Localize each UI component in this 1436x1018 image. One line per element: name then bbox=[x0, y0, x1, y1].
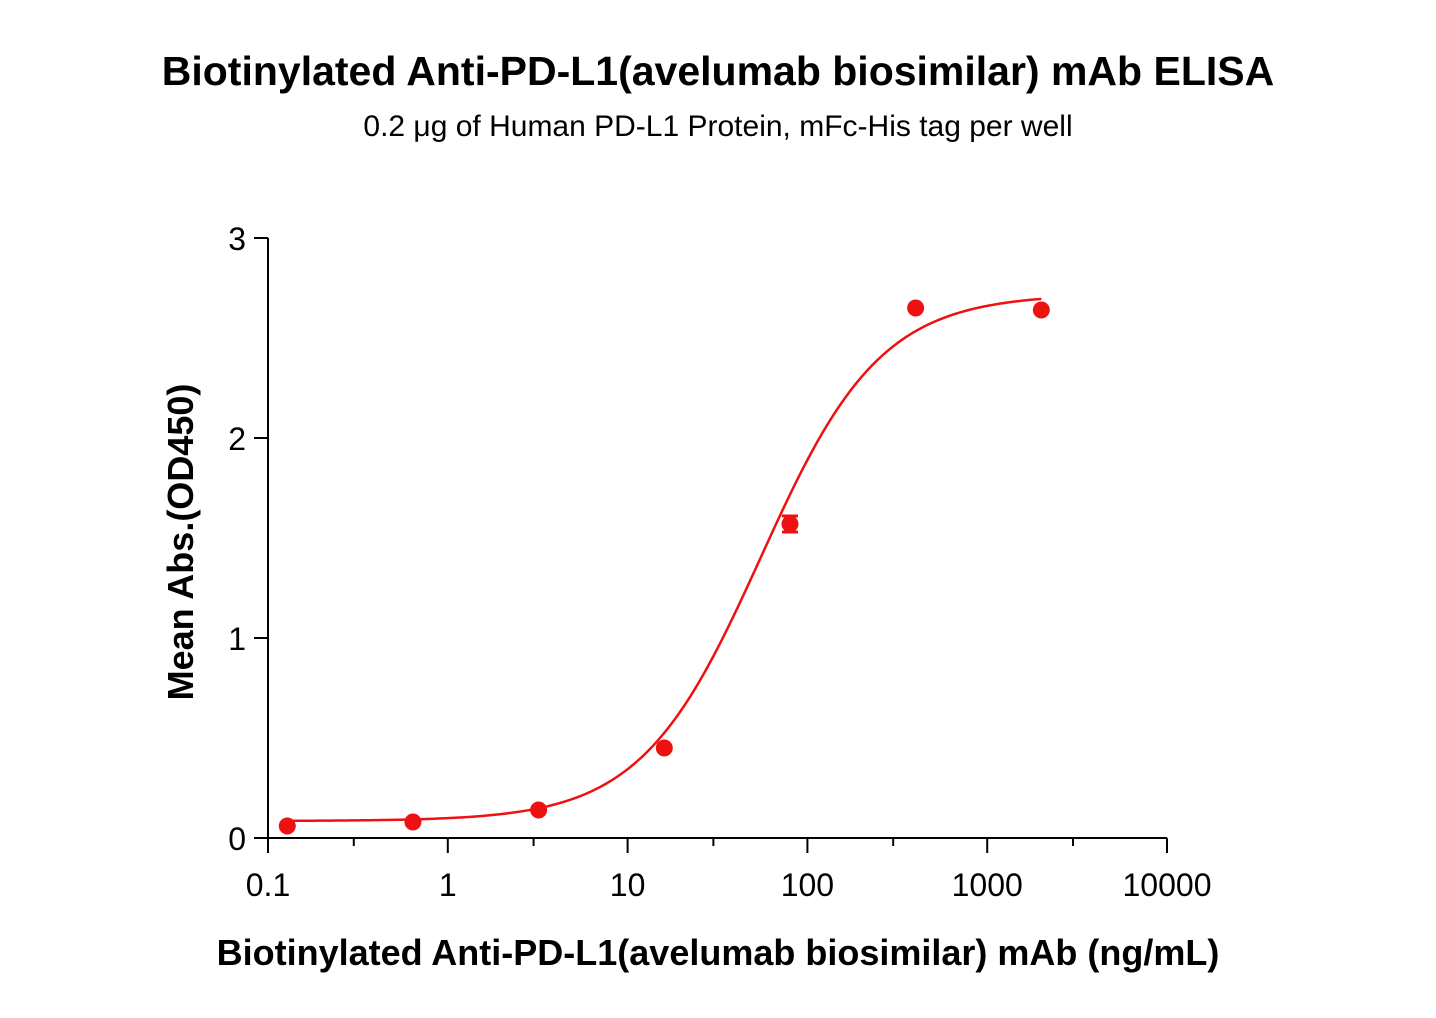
x-axis-label: Biotinylated Anti-PD-L1(avelumab biosimi… bbox=[216, 932, 1220, 973]
y-tick-label: 2 bbox=[228, 421, 246, 457]
data-point bbox=[530, 801, 548, 819]
data-point bbox=[655, 739, 673, 757]
data-point bbox=[907, 299, 925, 317]
y-tick-label: 3 bbox=[228, 221, 246, 257]
data-point bbox=[404, 813, 422, 831]
y-tick-label: 0 bbox=[228, 821, 246, 857]
x-tick-label: 10000 bbox=[1123, 867, 1212, 903]
data-point bbox=[278, 817, 296, 835]
data-point bbox=[1032, 301, 1050, 319]
chart-title: Biotinylated Anti-PD-L1(avelumab biosimi… bbox=[161, 48, 1275, 94]
data-point bbox=[781, 515, 799, 533]
x-tick-label: 1 bbox=[439, 867, 457, 903]
y-tick-label: 1 bbox=[228, 621, 246, 657]
x-tick-label: 0.1 bbox=[246, 867, 290, 903]
x-tick-label: 10 bbox=[610, 867, 646, 903]
x-tick-label: 100 bbox=[781, 867, 834, 903]
chart-subtitle: 0.2 μg of Human PD-L1 Protein, mFc-His t… bbox=[363, 110, 1073, 143]
x-tick-label: 1000 bbox=[952, 867, 1023, 903]
